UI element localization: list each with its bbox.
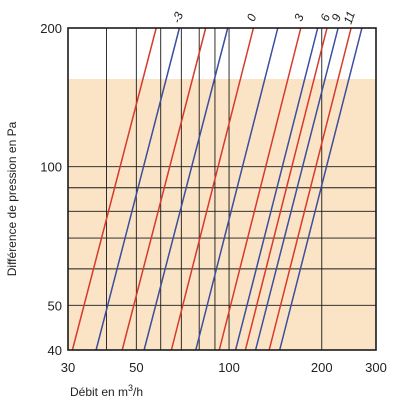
curves (71, 27, 363, 351)
curve-line (218, 27, 302, 351)
curve-line (244, 27, 328, 351)
x-tick-label: 30 (61, 360, 75, 375)
x-axis-title-superscript: 3 (128, 383, 133, 393)
curve-line (121, 27, 207, 351)
shaded-region (68, 78, 376, 351)
y-tick-label: 100 (40, 160, 62, 175)
x-tick-label: 100 (218, 360, 240, 375)
x-axis-title: Débit en m3/h (70, 383, 143, 399)
x-tick-label: 200 (311, 360, 333, 375)
curve-label: 0 (244, 12, 260, 23)
y-tick-label: 50 (48, 298, 62, 313)
curve-label: 3 (291, 12, 307, 23)
curve-line (143, 27, 229, 351)
x-axis-title-main: Débit en m (70, 385, 128, 399)
y-axis-title: Différence de pression en Pa (5, 121, 19, 276)
curve-line (195, 27, 279, 351)
curve-label: 9 (329, 12, 345, 23)
curve-label: 6 (318, 12, 334, 23)
curve-line (278, 27, 363, 351)
curve-line (268, 27, 352, 351)
curve-line (254, 27, 339, 351)
curve-line (71, 27, 157, 351)
curve-label: -3 (169, 10, 186, 25)
tick-labels: 30 50 100 200 300 40 50 100 200 (40, 21, 387, 375)
y-tick-label: 200 (40, 21, 62, 36)
plot-frame (67, 27, 377, 351)
x-axis-title-suffix: /h (133, 385, 143, 399)
curve-line (95, 27, 181, 351)
y-tick-label: 40 (48, 343, 62, 358)
x-tick-label: 50 (129, 360, 143, 375)
x-tick-label: 300 (365, 360, 387, 375)
curve-line (234, 27, 319, 351)
curve-label: 11 (341, 9, 358, 26)
curve-line (170, 27, 255, 351)
